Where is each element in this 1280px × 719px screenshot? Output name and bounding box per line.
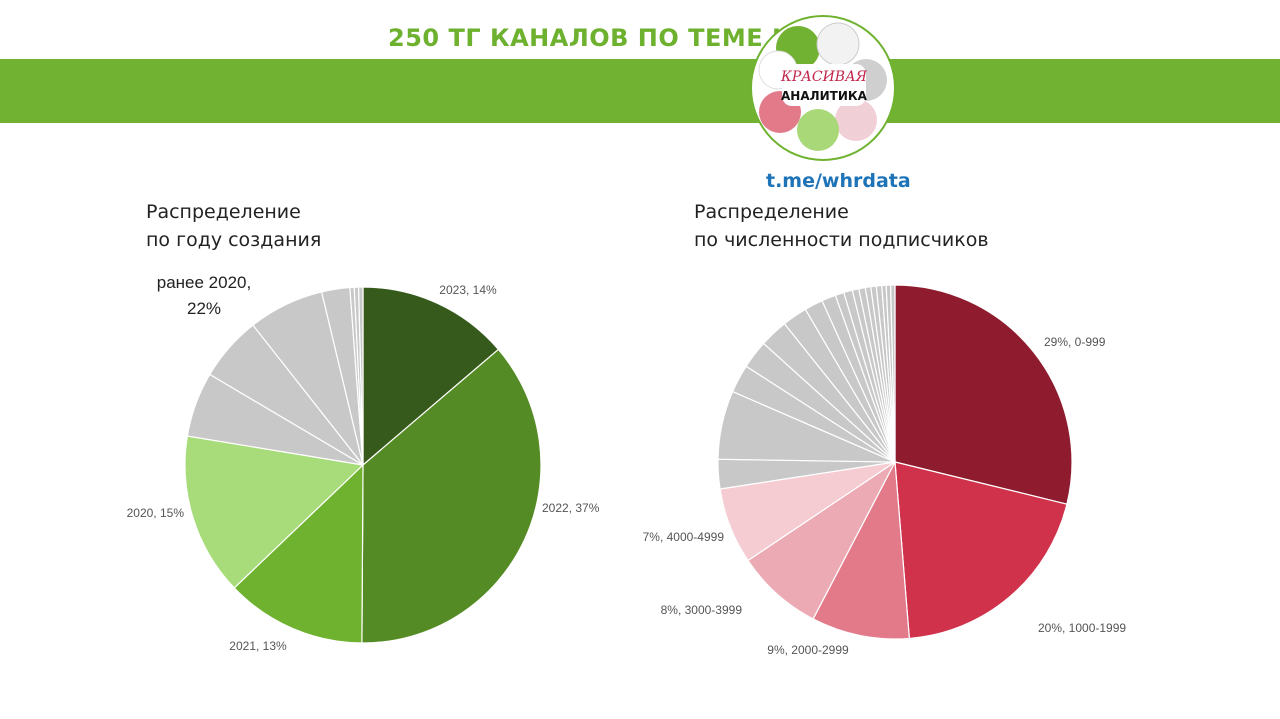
chart-title-year-line2: по году создания xyxy=(146,229,322,251)
year-pie-slice-1 xyxy=(361,348,542,644)
chart-title-subs-line1: Распределение xyxy=(694,201,849,223)
subs-slice-label-1: 20%, 1000-1999 xyxy=(1038,621,1126,635)
logo-word-1: КРАСИВАЯ xyxy=(780,69,868,85)
subs-pie-slice-0 xyxy=(894,284,1073,505)
year-pie-slice-10 xyxy=(357,286,364,466)
subs-slice-label-2: 9%, 2000-2999 xyxy=(767,643,849,657)
year-group-label-line2: 22% xyxy=(187,299,221,318)
page-headline: 250 ТГ КАНАЛОВ ПО ТЕМЕ HR xyxy=(388,24,812,52)
year-slice-label-1: 2022, 37% xyxy=(542,501,600,515)
year-group-label-line1: ранее 2020, xyxy=(157,273,251,292)
subs-pie-slice-1 xyxy=(894,461,1068,640)
subs-slice-label-0: 29%, 0-999 xyxy=(1044,335,1106,349)
subs-pie-slice-2 xyxy=(812,459,911,640)
subs-slice-label-3: 8%, 3000-3999 xyxy=(661,603,743,617)
subs-slice-label-4: 7%, 4000-4999 xyxy=(643,530,725,544)
year-pie-slice-0 xyxy=(362,286,500,467)
chart-title-subscribers: Распределение по численности подписчиков xyxy=(694,198,989,254)
chart-title-subs-line2: по численности подписчиков xyxy=(694,229,989,251)
year-slice-label-0: 2023, 14% xyxy=(439,283,497,297)
year-pie-slice-2 xyxy=(233,463,364,644)
year-slice-label-2: 2021, 13% xyxy=(229,639,287,653)
brand-logo: КРАСИВАЯ АНАЛИТИКА xyxy=(750,15,896,161)
logo-word-2: АНАЛИТИКА xyxy=(781,89,868,103)
year-slice-label-3: 2020, 15% xyxy=(127,506,185,520)
chart-title-year-line1: Распределение xyxy=(146,201,301,223)
subs-pie-slice-22 xyxy=(889,284,896,463)
header-banner xyxy=(0,59,1280,123)
year-pie-slice-3 xyxy=(184,435,365,589)
chart-title-year: Распределение по году создания xyxy=(146,198,321,254)
channel-link[interactable]: t.me/whrdata xyxy=(766,170,911,192)
